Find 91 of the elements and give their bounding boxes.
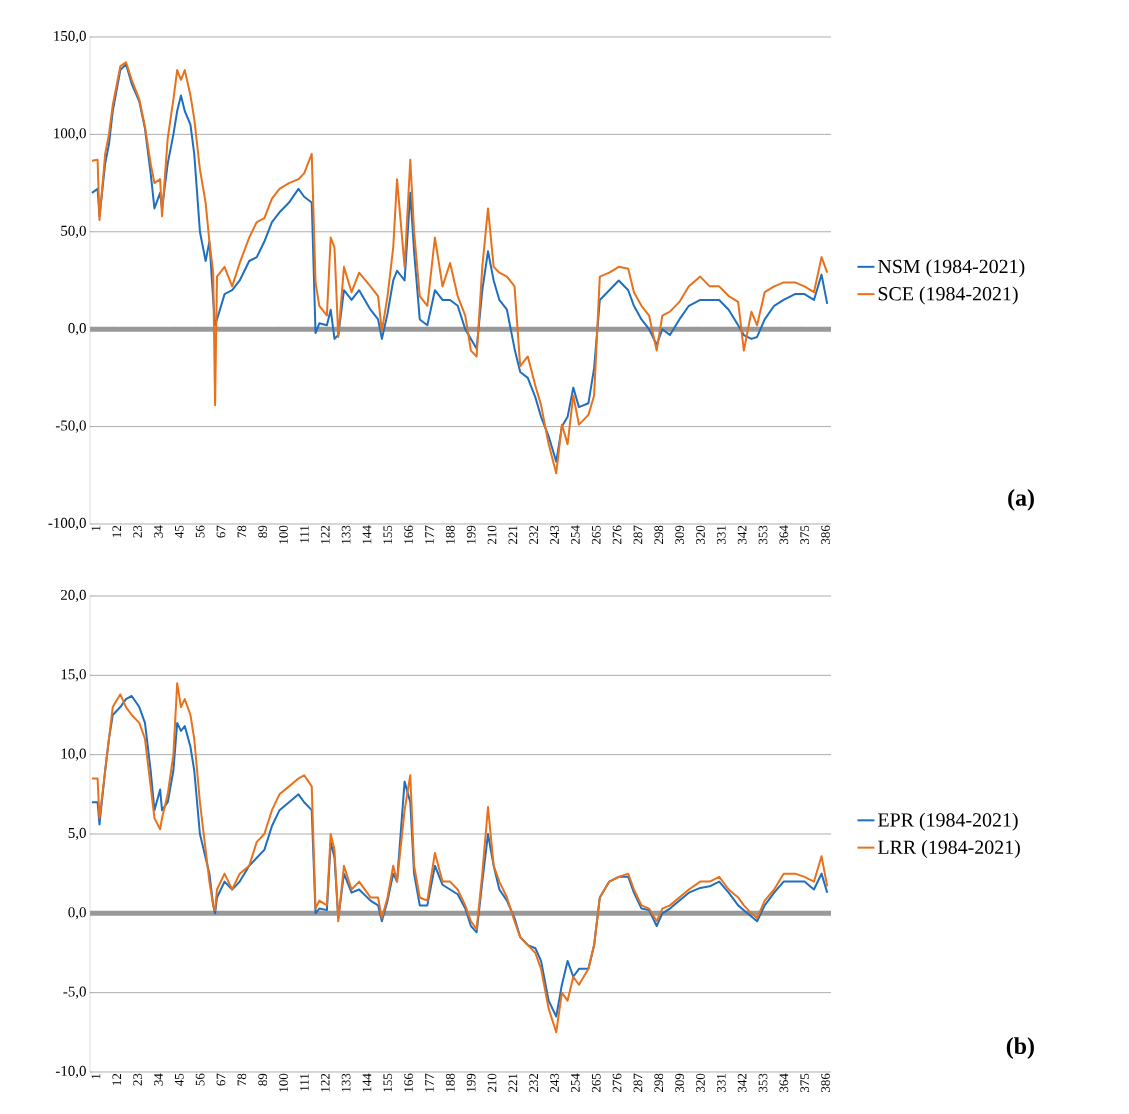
y-tick-label: -10,0	[55, 1065, 86, 1079]
x-tick-label: 254	[571, 525, 580, 545]
x-tick-label: 144	[362, 525, 372, 544]
x-tick-label: 287	[633, 1073, 643, 1093]
x-tick-label: 210	[487, 525, 497, 545]
legend-label: NSM (1984-2021)	[878, 259, 1025, 278]
y-tick-label: 100,0	[54, 128, 86, 141]
x-tick-label: 34	[154, 525, 163, 538]
y-tick-label: 150,0	[54, 30, 86, 44]
text: (b)	[1006, 1037, 1034, 1059]
x-tick-label: 276	[612, 525, 622, 545]
x-tick-label: 210	[487, 1073, 497, 1093]
x-tick-label: 320	[696, 525, 705, 544]
legend-label: SCE (1984-2021)	[878, 286, 1018, 305]
x-tick-label: 1	[91, 1073, 101, 1079]
x-tick-label: 23	[133, 1073, 142, 1086]
x-tick-label: 155	[383, 525, 393, 544]
text: (a)	[1008, 489, 1034, 511]
x-tick-label: 177	[425, 1073, 434, 1092]
x-tick-label: 122	[320, 525, 330, 544]
x-tick-label: 364	[779, 525, 789, 544]
y-tick-label: 0,0	[68, 907, 86, 920]
x-tick-label: 254	[571, 1073, 580, 1093]
x-tick-label: 320	[696, 1073, 705, 1092]
x-tick-label: 243	[550, 525, 559, 545]
x-tick-label: 133	[341, 1073, 351, 1092]
legend-label: EPR (1984-2021)	[878, 812, 1018, 831]
x-tick-label: 111	[300, 1073, 309, 1091]
x-tick-label: 100	[279, 525, 288, 544]
x-tick-label: 111	[300, 525, 309, 543]
x-tick-label: 45	[174, 525, 184, 538]
x-tick-label: 166	[404, 525, 413, 544]
x-tick-label: 287	[633, 525, 643, 545]
x-tick-label: 243	[550, 1073, 559, 1093]
y-tick-label: -100,0	[48, 517, 86, 531]
x-tick-label: 364	[779, 1073, 789, 1092]
y-tick-label: 0,0	[68, 323, 86, 336]
x-tick-label: 188	[445, 525, 455, 544]
x-tick-label: 199	[466, 1073, 476, 1092]
x-tick-label: 177	[425, 525, 434, 544]
x-tick-label: 67	[216, 1073, 226, 1086]
x-tick-label: 45	[174, 1073, 184, 1086]
x-tick-label: 353	[758, 1073, 768, 1092]
x-tick-label: 155	[383, 1073, 393, 1092]
x-tick-label: 67	[216, 525, 226, 538]
x-tick-label: 166	[404, 1073, 413, 1092]
x-tick-label: 298	[654, 525, 664, 545]
x-tick-label: 265	[591, 525, 601, 545]
x-tick-label: 309	[675, 525, 684, 544]
y-tick-label: 15,0	[61, 669, 86, 682]
x-tick-label: 1	[91, 525, 101, 531]
x-tick-label: 221	[508, 1073, 518, 1093]
x-tick-label: 342	[737, 525, 747, 544]
y-tick-label: -50,0	[55, 420, 86, 433]
x-tick-label: 23	[133, 525, 142, 538]
x-tick-label: 331	[716, 525, 726, 544]
legend-label: LRR (1984-2021)	[878, 839, 1020, 859]
x-tick-label: 353	[758, 525, 768, 544]
x-tick-label: 265	[591, 1073, 601, 1093]
x-tick-label: 78	[237, 1073, 247, 1086]
x-tick-label: 386	[821, 525, 830, 544]
y-tick-label: 5,0	[68, 827, 86, 841]
x-tick-label: 100	[279, 1073, 288, 1092]
x-tick-label: 232	[529, 1073, 539, 1093]
x-tick-label: 309	[675, 1073, 684, 1092]
x-tick-label: 89	[258, 1073, 268, 1086]
x-tick-label: 122	[320, 1073, 330, 1092]
x-tick-label: 298	[654, 1073, 664, 1093]
x-tick-label: 232	[529, 525, 539, 545]
x-tick-label: 34	[154, 1073, 163, 1086]
x-tick-label: 144	[362, 1073, 372, 1092]
y-tick-label: 10,0	[61, 748, 86, 761]
x-tick-label: 56	[195, 1073, 205, 1086]
y-tick-label: 20,0	[60, 589, 86, 603]
x-tick-label: 276	[612, 1073, 622, 1093]
y-tick-label: 50,0	[61, 225, 86, 238]
x-tick-label: 221	[508, 525, 518, 545]
x-tick-label: 89	[258, 525, 268, 538]
x-tick-label: 188	[445, 1073, 455, 1092]
x-tick-label: 56	[195, 525, 205, 538]
x-tick-label: 375	[800, 525, 810, 544]
x-tick-label: 12	[112, 1073, 122, 1085]
x-tick-label: 342	[737, 1073, 747, 1092]
x-tick-label: 199	[466, 525, 476, 544]
x-tick-label: 78	[237, 525, 247, 538]
x-tick-label: 386	[821, 1073, 830, 1092]
x-tick-label: 133	[341, 525, 351, 544]
x-tick-label: 331	[716, 1073, 726, 1092]
x-tick-label: 375	[800, 1073, 810, 1092]
x-tick-label: 12	[112, 525, 122, 537]
y-tick-label: -5,0	[63, 986, 86, 999]
